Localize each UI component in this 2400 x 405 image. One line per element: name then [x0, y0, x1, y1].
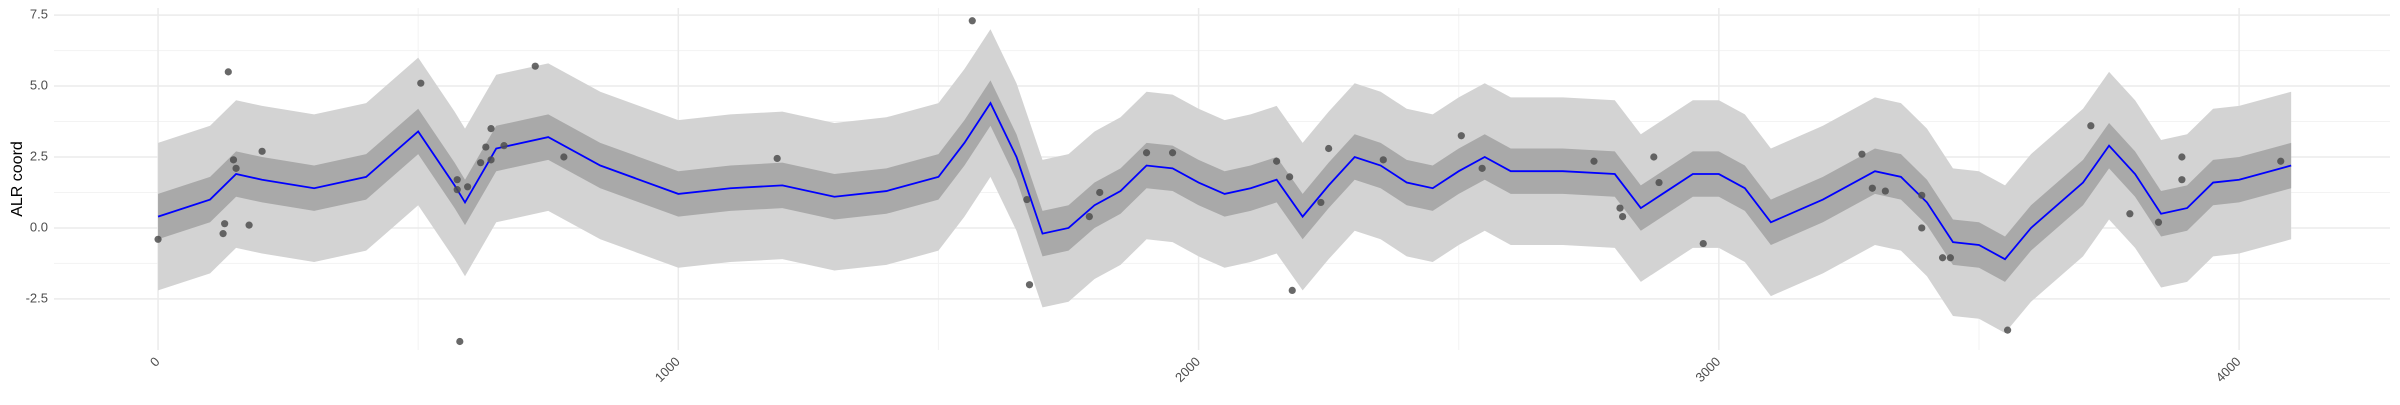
observation-point — [232, 164, 240, 172]
observation-point — [487, 156, 495, 164]
observation-point — [464, 183, 472, 191]
observation-point — [456, 337, 464, 346]
observation-point — [224, 68, 232, 76]
observation-point — [773, 154, 781, 163]
observation-point — [531, 62, 539, 70]
observation-point — [1142, 149, 1151, 157]
observation-point — [1379, 156, 1387, 164]
observation-point — [1616, 204, 1624, 212]
observation-point — [500, 142, 508, 150]
observation-point — [560, 153, 568, 161]
observation-point — [1457, 132, 1465, 140]
observation-point — [453, 176, 461, 184]
observation-point — [154, 235, 162, 243]
observation-point — [1619, 213, 1627, 221]
x-tick-label: 1000 — [652, 354, 683, 385]
observation-point — [1168, 149, 1177, 157]
observation-point — [1858, 150, 1866, 158]
y-tick-label: 7.5 — [30, 7, 48, 22]
observation-point — [482, 143, 490, 151]
observation-point — [221, 220, 229, 228]
observation-point — [1946, 254, 1954, 262]
observation-point — [1085, 213, 1093, 221]
x-tick-label: 0 — [147, 354, 163, 370]
observation-point — [2178, 176, 2186, 184]
observation-point — [1699, 239, 1707, 248]
observation-point — [1325, 144, 1333, 153]
y-tick-label: 2.5 — [30, 148, 48, 163]
observation-point — [2087, 122, 2095, 130]
x-tick-label: 3000 — [1692, 354, 1723, 385]
x-tick-label: 4000 — [2213, 354, 2244, 385]
observation-point — [1881, 187, 1889, 195]
observation-point — [1655, 178, 1663, 187]
credible-band — [158, 80, 2292, 282]
observation-point — [487, 125, 495, 133]
y-tick-label: 5.0 — [30, 77, 48, 92]
observation-point — [2004, 326, 2012, 334]
observation-point — [219, 230, 227, 238]
observation-point — [1023, 195, 1031, 204]
observation-point — [1918, 224, 1926, 232]
observation-point — [229, 156, 238, 164]
observation-point — [1288, 286, 1296, 294]
observation-point — [1918, 191, 1926, 199]
observation-point — [2126, 210, 2134, 218]
mean-line — [157, 101, 2292, 261]
y-axis-label: ALR coord — [9, 141, 26, 217]
observation-point — [417, 79, 425, 87]
observation-point — [1590, 157, 1598, 165]
observation-point — [453, 186, 461, 194]
observation-point — [245, 221, 253, 229]
observation-point — [1650, 153, 1658, 161]
observation-point — [2277, 157, 2285, 165]
observation-point — [1868, 184, 1876, 192]
observation-point — [1025, 281, 1034, 289]
observation-point — [1096, 188, 1104, 197]
observation-point — [1938, 254, 1947, 262]
observation-point — [1286, 173, 1294, 181]
observation-point — [1478, 164, 1486, 172]
y-tick-label: 0.0 — [30, 219, 48, 234]
observation-point — [968, 17, 976, 25]
observation-point — [1273, 157, 1281, 165]
observation-point — [477, 159, 485, 167]
observation-point — [258, 147, 266, 155]
y-tick-label: -2.5 — [26, 290, 48, 305]
observation-point — [1317, 198, 1325, 207]
observation-point — [2178, 153, 2186, 161]
x-tick-label: 2000 — [1172, 354, 1203, 385]
observation-point — [2154, 218, 2163, 226]
